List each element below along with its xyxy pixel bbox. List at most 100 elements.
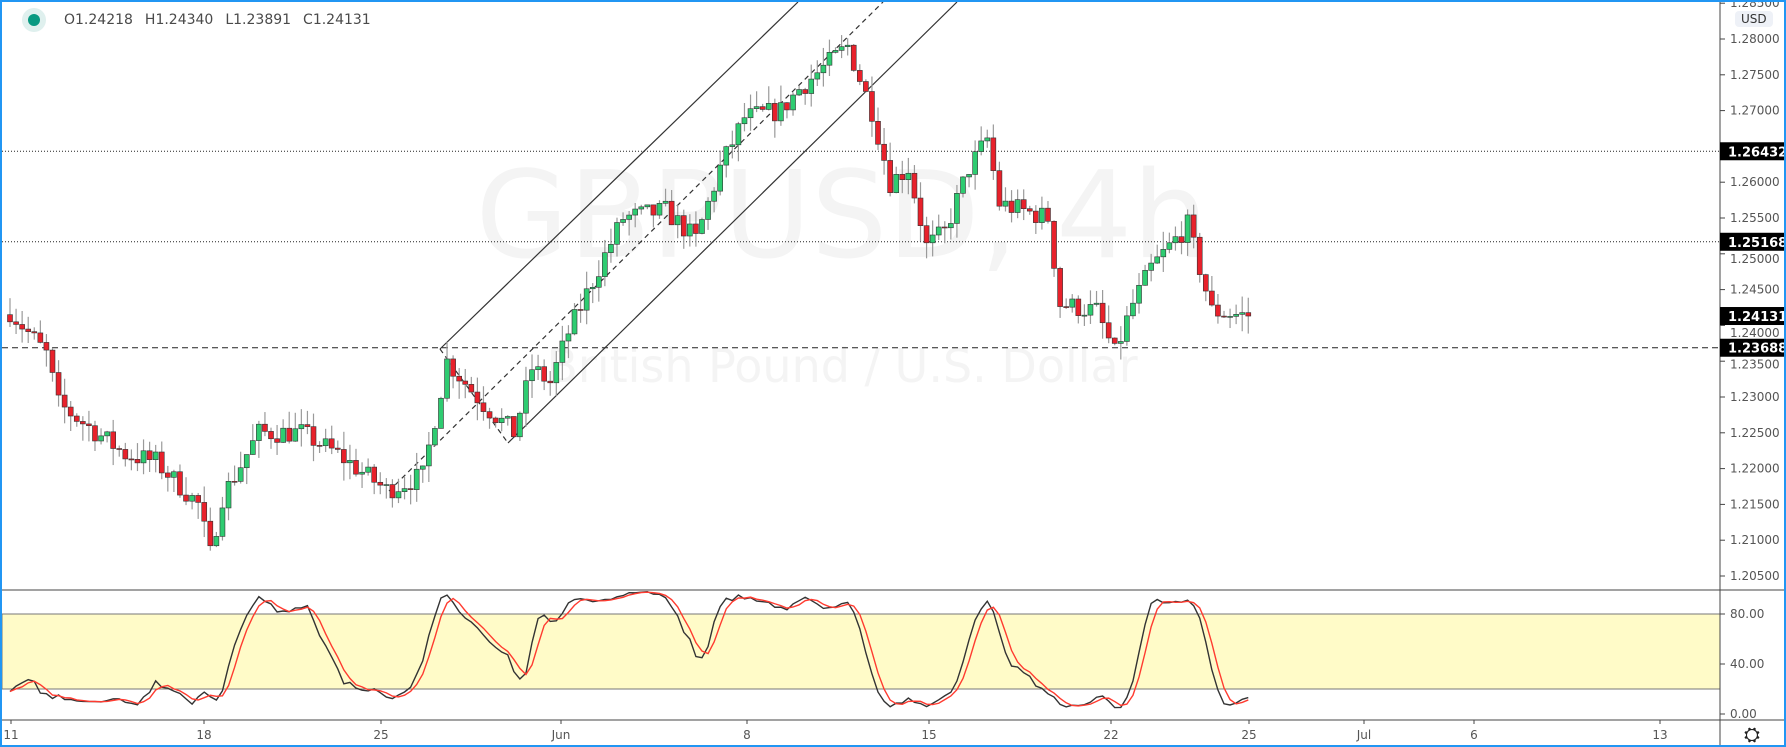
time-tick-label: Jul (1356, 728, 1371, 742)
candle-up (814, 72, 821, 80)
gear-icon[interactable]: ⛭ (1744, 722, 1760, 746)
stochastic-tick-label: 40.00 (1730, 657, 1764, 671)
price-tick-label: 1.26000 (1730, 175, 1780, 189)
candle-up (256, 423, 262, 441)
candle-up (935, 226, 942, 236)
candle-down (917, 197, 924, 226)
candle-up (960, 176, 966, 194)
candle-down (55, 372, 62, 396)
price-tick-label: 1.24000 (1730, 326, 1780, 340)
channel-line (507, 2, 958, 444)
price-tick-label: 1.27000 (1730, 104, 1780, 118)
candle-down (158, 451, 165, 474)
status-dot-icon[interactable] (22, 8, 46, 32)
candle-down (316, 445, 323, 447)
candle-down (1209, 290, 1215, 306)
candle-down (492, 417, 499, 423)
price-tick-label: 1.28500 (1730, 2, 1780, 10)
candle-down (177, 471, 183, 496)
currency-badge[interactable]: USD (1735, 11, 1773, 27)
candle-up (711, 190, 717, 202)
candle-up (1172, 236, 1179, 244)
candle-down (274, 438, 280, 443)
candle-up (589, 287, 596, 290)
watermark-description: British Pound / U.S. Dollar (546, 339, 1137, 393)
candle-up (838, 46, 845, 51)
candle-up (571, 309, 578, 335)
candle-down (577, 309, 584, 311)
price-tick-label: 1.21500 (1730, 497, 1780, 511)
candle-up (620, 219, 626, 223)
candle-down (1045, 207, 1051, 222)
stochastic-tick-label: 80.00 (1730, 607, 1764, 621)
candle-up (1081, 314, 1088, 317)
candle-up (820, 64, 827, 74)
legend-low: L1.23891 (225, 12, 292, 28)
stochastic-d-line (9, 591, 1249, 707)
candle-up (237, 467, 244, 482)
candle-down (73, 415, 80, 422)
candle-up (1002, 200, 1009, 207)
candle-up (383, 484, 390, 486)
candle-up (978, 140, 985, 152)
candle-up (535, 366, 541, 371)
candle-up (699, 219, 705, 234)
candle-up (1014, 199, 1021, 213)
candle-up (250, 440, 256, 455)
candle-up (1130, 302, 1136, 317)
candle-up (1039, 207, 1045, 223)
candle-up (729, 144, 736, 147)
candle-down (856, 70, 863, 82)
candle-down (304, 424, 311, 427)
candle-down (1008, 200, 1015, 213)
candle-up (1166, 242, 1173, 250)
candle-down (1215, 304, 1221, 317)
candle-down (37, 332, 44, 343)
candle-down (863, 81, 869, 92)
price-label-badge (1720, 307, 1784, 326)
candle-up (292, 428, 299, 442)
channel-line (388, 2, 884, 492)
candle-up (523, 380, 529, 414)
candle-up (826, 52, 833, 66)
candle-up (1093, 302, 1100, 305)
candle-up (844, 44, 851, 47)
price-tick-label: 1.20500 (1730, 569, 1780, 583)
candle-up (444, 358, 450, 399)
price-tick-label: 1.28000 (1730, 32, 1780, 46)
candle-up (213, 536, 220, 547)
price-tick-label: 1.22000 (1730, 462, 1780, 476)
candle-up (778, 102, 784, 122)
candle-up (243, 454, 250, 469)
candle-up (832, 50, 839, 53)
candle-up (954, 193, 960, 224)
candle-up (413, 468, 420, 490)
candle-up (140, 450, 147, 464)
candle-down (693, 223, 699, 234)
candle-up (687, 223, 693, 237)
candle-up (608, 243, 614, 253)
candle-up (662, 200, 669, 204)
candle-down (25, 328, 32, 332)
candle-up (432, 428, 438, 446)
candle-up (905, 172, 912, 180)
legend-open: O1.24218 (64, 12, 133, 28)
candle-down (31, 331, 38, 334)
horizontal-levels[interactable] (2, 150, 1720, 349)
time-tick-label: 13 (1652, 728, 1667, 742)
candle-up (322, 438, 329, 447)
candle-down (911, 172, 918, 199)
candle-up (152, 451, 159, 460)
candle-down (165, 472, 171, 478)
candle-down (668, 200, 675, 226)
candle-down (923, 225, 930, 244)
candle-down (802, 89, 808, 94)
candle-down (650, 204, 657, 216)
candle-up (1087, 304, 1094, 316)
candle-up (395, 491, 402, 499)
candle-down (480, 402, 487, 412)
candle-up (1124, 315, 1130, 342)
candle-up (747, 108, 754, 119)
